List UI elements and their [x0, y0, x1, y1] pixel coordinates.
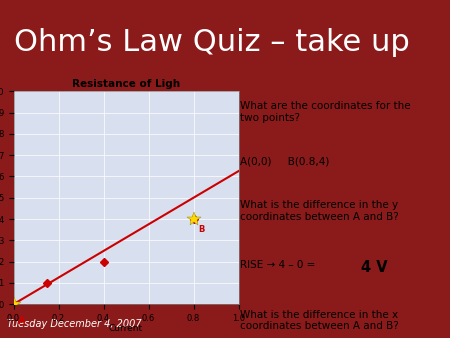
Text: A(0,0)     B(0.8,4): A(0,0) B(0.8,4): [240, 156, 330, 166]
Title: Resistance of Ligh: Resistance of Ligh: [72, 79, 180, 89]
Text: B: B: [198, 225, 204, 235]
Text: A: A: [18, 316, 26, 326]
X-axis label: Current: Current: [109, 324, 143, 333]
Text: Ohm’s Law Quiz – take up: Ohm’s Law Quiz – take up: [14, 28, 409, 57]
Text: 4 V: 4 V: [361, 260, 388, 275]
Text: Tuesday December 4, 2007: Tuesday December 4, 2007: [7, 319, 142, 330]
Text: What is the difference in the y
coordinates between A and B?: What is the difference in the y coordina…: [240, 200, 399, 222]
Text: RISE → 4 – 0 =: RISE → 4 – 0 =: [240, 260, 319, 270]
Text: What is the difference in the x
coordinates between A and B?: What is the difference in the x coordina…: [240, 310, 399, 331]
Text: What are the coordinates for the
two points?: What are the coordinates for the two poi…: [240, 101, 411, 123]
